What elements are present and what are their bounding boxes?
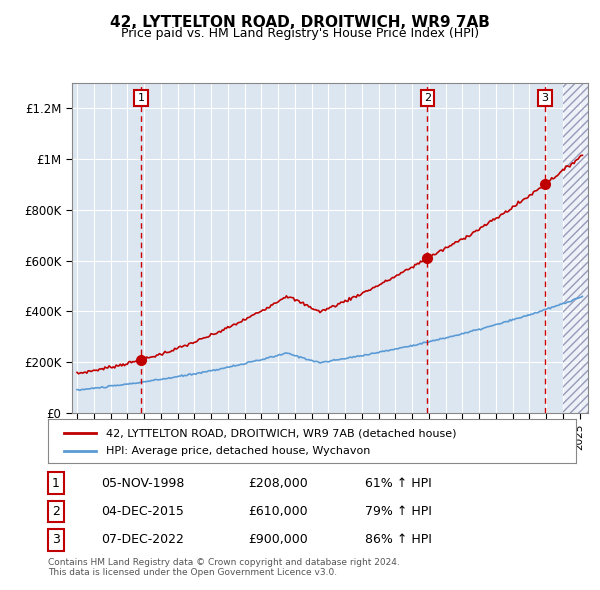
Text: 2: 2 — [424, 93, 431, 103]
Text: 05-NOV-1998: 05-NOV-1998 — [101, 477, 184, 490]
Text: 42, LYTTELTON ROAD, DROITWICH, WR9 7AB: 42, LYTTELTON ROAD, DROITWICH, WR9 7AB — [110, 15, 490, 30]
Bar — [563, 83, 588, 413]
Text: 07-DEC-2022: 07-DEC-2022 — [101, 533, 184, 546]
Bar — [563, 83, 588, 413]
Text: 3: 3 — [52, 533, 60, 546]
Text: 42, LYTTELTON ROAD, DROITWICH, WR9 7AB (detached house): 42, LYTTELTON ROAD, DROITWICH, WR9 7AB (… — [106, 428, 457, 438]
Text: 1: 1 — [138, 93, 145, 103]
Text: £610,000: £610,000 — [248, 505, 308, 518]
Text: 86% ↑ HPI: 86% ↑ HPI — [365, 533, 431, 546]
Text: Price paid vs. HM Land Registry's House Price Index (HPI): Price paid vs. HM Land Registry's House … — [121, 27, 479, 40]
Text: Contains HM Land Registry data © Crown copyright and database right 2024.
This d: Contains HM Land Registry data © Crown c… — [48, 558, 400, 577]
Text: 3: 3 — [541, 93, 548, 103]
Text: 04-DEC-2015: 04-DEC-2015 — [101, 505, 184, 518]
Text: 2: 2 — [52, 505, 60, 518]
Text: 61% ↑ HPI: 61% ↑ HPI — [365, 477, 431, 490]
Text: HPI: Average price, detached house, Wychavon: HPI: Average price, detached house, Wych… — [106, 446, 370, 455]
Text: 79% ↑ HPI: 79% ↑ HPI — [365, 505, 431, 518]
Text: 1: 1 — [52, 477, 60, 490]
Text: £208,000: £208,000 — [248, 477, 308, 490]
Text: £900,000: £900,000 — [248, 533, 308, 546]
